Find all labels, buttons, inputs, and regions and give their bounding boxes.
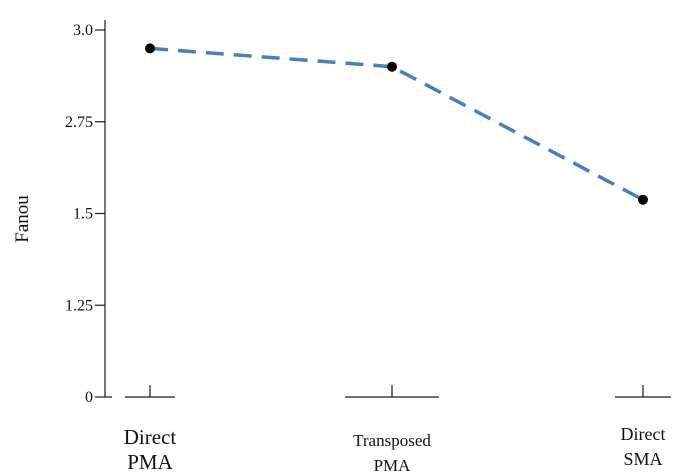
y-tick-label: 1.5 <box>73 206 93 223</box>
x-tick-label: Direct SMA <box>621 424 666 469</box>
data-point <box>638 194 648 205</box>
series-group <box>145 43 648 205</box>
x-axis <box>105 385 671 398</box>
y-axis-title: Fanou <box>12 195 33 243</box>
x-tick-label: Transposed PMA <box>353 431 431 474</box>
data-point <box>387 61 397 72</box>
y-axis: 0 1.25 1.5 2.75 3.0 Fanou <box>12 20 106 406</box>
y-tick-label: 0 <box>85 389 93 406</box>
series-line <box>149 46 644 202</box>
y-tick-label: 1.25 <box>65 297 93 314</box>
y-tick-label: 3.0 <box>73 22 93 39</box>
y-tick-label: 2.75 <box>65 114 93 131</box>
label-group: Direct PMA Transposed PMA Direct SMA <box>124 424 666 474</box>
x-tick-label: Direct PMA <box>124 425 177 474</box>
data-point <box>145 43 155 54</box>
